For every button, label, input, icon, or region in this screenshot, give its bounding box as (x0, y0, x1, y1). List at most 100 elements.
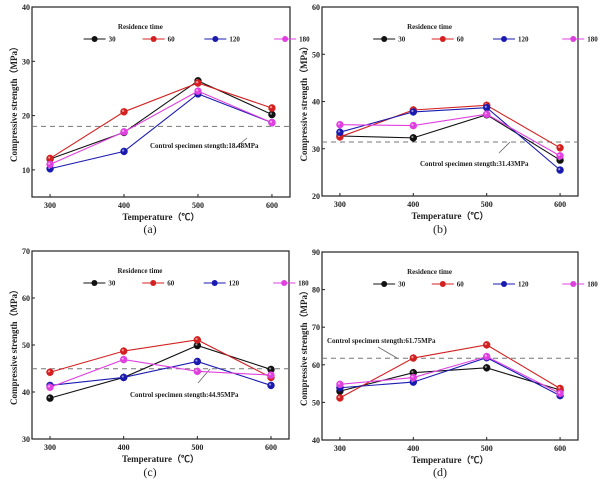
panel-caption: (c) (143, 465, 156, 479)
data-point-highlight (411, 356, 414, 359)
x-tick-label: 300 (334, 200, 346, 209)
data-point-highlight (337, 382, 341, 385)
data-point-highlight (558, 145, 561, 149)
series-180 (336, 110, 564, 160)
y-tick-label: 40 (312, 98, 320, 107)
data-point-highlight (484, 342, 487, 346)
legend-label: 60 (167, 280, 175, 288)
legend-item-30: 30 (373, 281, 406, 289)
data-point-highlight (195, 89, 199, 92)
data-point-highlight (337, 130, 341, 133)
x-tick-label: 600 (266, 201, 278, 210)
y-tick-label: 20 (312, 192, 320, 201)
legend-title: Residence time (407, 23, 452, 31)
y-tick-label: 70 (22, 247, 30, 256)
data-point (46, 394, 54, 402)
x-axis-title: Temperature（℃） (412, 455, 489, 465)
legend-label: 120 (518, 36, 529, 44)
legend-label: 60 (457, 281, 465, 289)
legend-swatch-marker (150, 36, 157, 42)
data-point-highlight (48, 162, 51, 165)
legend-title: Residence time (118, 23, 163, 31)
series-120 (336, 103, 564, 175)
series-line (339, 357, 561, 397)
data-point-highlight (195, 369, 198, 372)
data-point (409, 373, 418, 382)
series-line (339, 107, 561, 171)
x-tick-label: 400 (118, 443, 130, 452)
data-point (193, 336, 202, 344)
series-line (339, 355, 561, 394)
data-point (120, 108, 128, 116)
legend-label: 60 (168, 36, 176, 44)
data-point-highlight (195, 81, 199, 84)
control-line-label: Control specimen stength:18.48MPa (150, 142, 259, 150)
legend-item-180: 180 (562, 36, 598, 44)
data-point (409, 354, 418, 362)
x-tick-label: 400 (407, 444, 419, 453)
legend-item-30: 30 (83, 280, 116, 288)
legend-item-180: 180 (274, 36, 310, 44)
y-tick-label: 10 (22, 166, 30, 175)
data-point (556, 152, 564, 160)
data-point-highlight (411, 375, 414, 378)
data-point (268, 110, 276, 119)
x-tick-label: 300 (44, 443, 56, 452)
panel-caption: (a) (143, 222, 156, 236)
series-120 (336, 353, 564, 400)
data-point-highlight (121, 349, 124, 352)
legend-label: 30 (398, 36, 406, 44)
data-point (119, 373, 128, 382)
data-point-highlight (484, 365, 487, 369)
data-point-highlight (195, 343, 198, 346)
data-point (482, 341, 491, 349)
data-point (46, 383, 54, 391)
x-tick-label: 500 (481, 444, 493, 453)
y-tick-label: 80 (312, 286, 320, 295)
legend-item-30: 30 (83, 36, 116, 44)
legend-item-60: 60 (431, 281, 465, 289)
series-180 (46, 87, 276, 169)
legend-label: 30 (398, 281, 406, 289)
y-tick-label: 50 (312, 50, 320, 59)
annotation-arrow (498, 141, 511, 154)
data-point (556, 144, 564, 152)
data-point (120, 128, 128, 136)
y-axis-title: Compressive strength（MPa） (299, 286, 309, 406)
legend-swatch-marker (570, 281, 577, 287)
panel-a: 10 20 30 40 300 400 500 600 Temperature（℃） Compre… (9, 3, 310, 236)
legend-item-120: 120 (203, 280, 240, 288)
data-point (556, 389, 564, 398)
data-point (409, 121, 418, 130)
panel-b: 20 30 40 50 60 300 400 500 600 Temperature（℃） Comp… (299, 3, 598, 236)
series-180 (46, 355, 275, 392)
legend-swatch-marker (150, 280, 157, 286)
legend-swatch-marker (212, 36, 219, 42)
x-tick-label: 500 (192, 201, 204, 210)
y-tick-label: 40 (312, 436, 320, 445)
data-point-highlight (484, 354, 487, 357)
legend-swatch-marker (211, 280, 218, 286)
data-point (336, 380, 344, 389)
legend-swatch-marker (439, 281, 446, 287)
data-point (409, 108, 418, 116)
data-point-highlight (558, 153, 561, 157)
annotation-arrow (377, 346, 398, 359)
x-tick-label: 400 (118, 201, 130, 210)
data-point-highlight (269, 112, 273, 115)
data-point (267, 371, 275, 379)
y-tick-label: 60 (22, 294, 30, 303)
series-line (339, 104, 561, 149)
data-point (119, 355, 128, 364)
data-point-highlight (558, 386, 561, 389)
x-tick-label: 500 (191, 443, 203, 452)
series-line (49, 82, 273, 159)
data-point-highlight (47, 370, 51, 373)
y-axis-title: Compressive strength（MPa） (299, 42, 309, 162)
series-line (49, 344, 272, 399)
legend-label: 120 (518, 281, 529, 289)
legend-swatch-marker (501, 281, 508, 287)
series-30 (336, 110, 564, 165)
data-point-highlight (269, 373, 272, 376)
